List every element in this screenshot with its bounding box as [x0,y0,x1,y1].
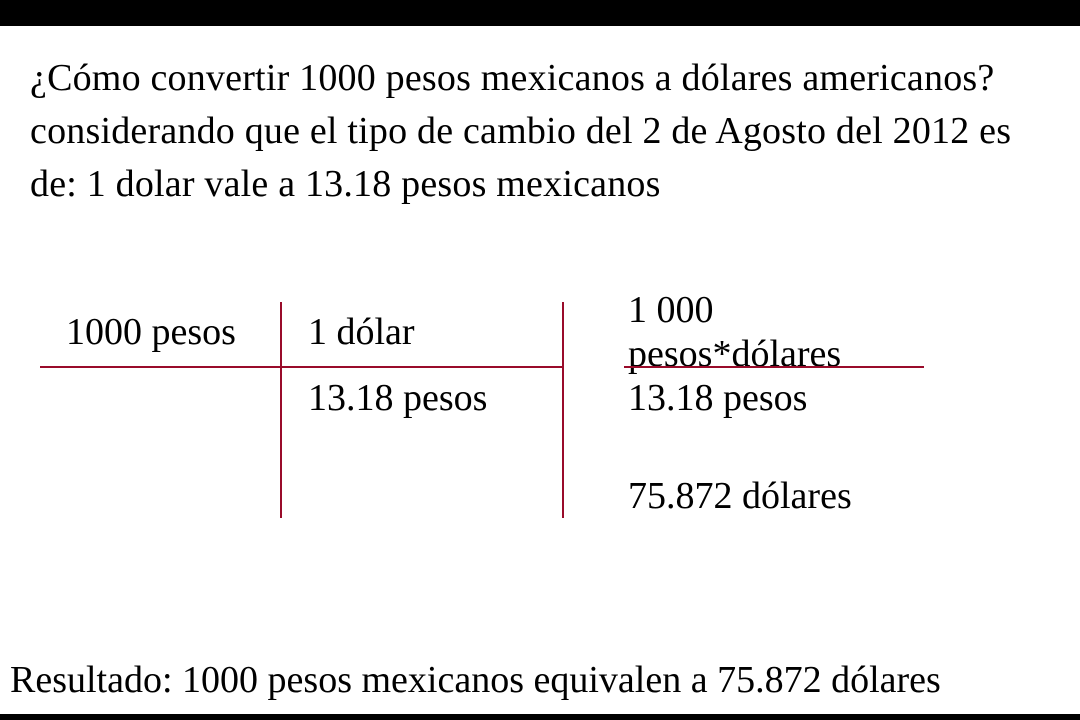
question-text: ¿Cómo convertir 1000 pesos mexicanos a d… [30,52,1050,212]
letterbox-bottom [0,714,1080,720]
slide-content: ¿Cómo convertir 1000 pesos mexicanos a d… [0,26,1080,518]
mid-numerator: 1 dólar [282,302,562,366]
fraction-right: 1 000 pesos*dólares 13.18 pesos 75.872 d… [564,302,944,518]
mid-denominator: 13.18 pesos [282,368,562,432]
calculation-area: 1000 pesos 1 dólar 13.18 pesos 1 000 pes… [30,302,1050,518]
answer-value: 75.872 dólares [564,474,852,518]
calculation-row: 1000 pesos 1 dólar 13.18 pesos 1 000 pes… [40,302,1050,518]
right-numerator: 1 000 pesos*dólares [564,302,944,366]
fraction-left: 1000 pesos [40,302,280,432]
result-text: Resultado: 1000 pesos mexicanos equivale… [10,658,941,702]
right-denominator: 13.18 pesos [564,368,944,432]
left-denominator [40,368,280,432]
left-numerator: 1000 pesos [40,302,280,366]
letterbox-top [0,0,1080,26]
fraction-mid: 1 dólar 13.18 pesos [282,302,562,432]
